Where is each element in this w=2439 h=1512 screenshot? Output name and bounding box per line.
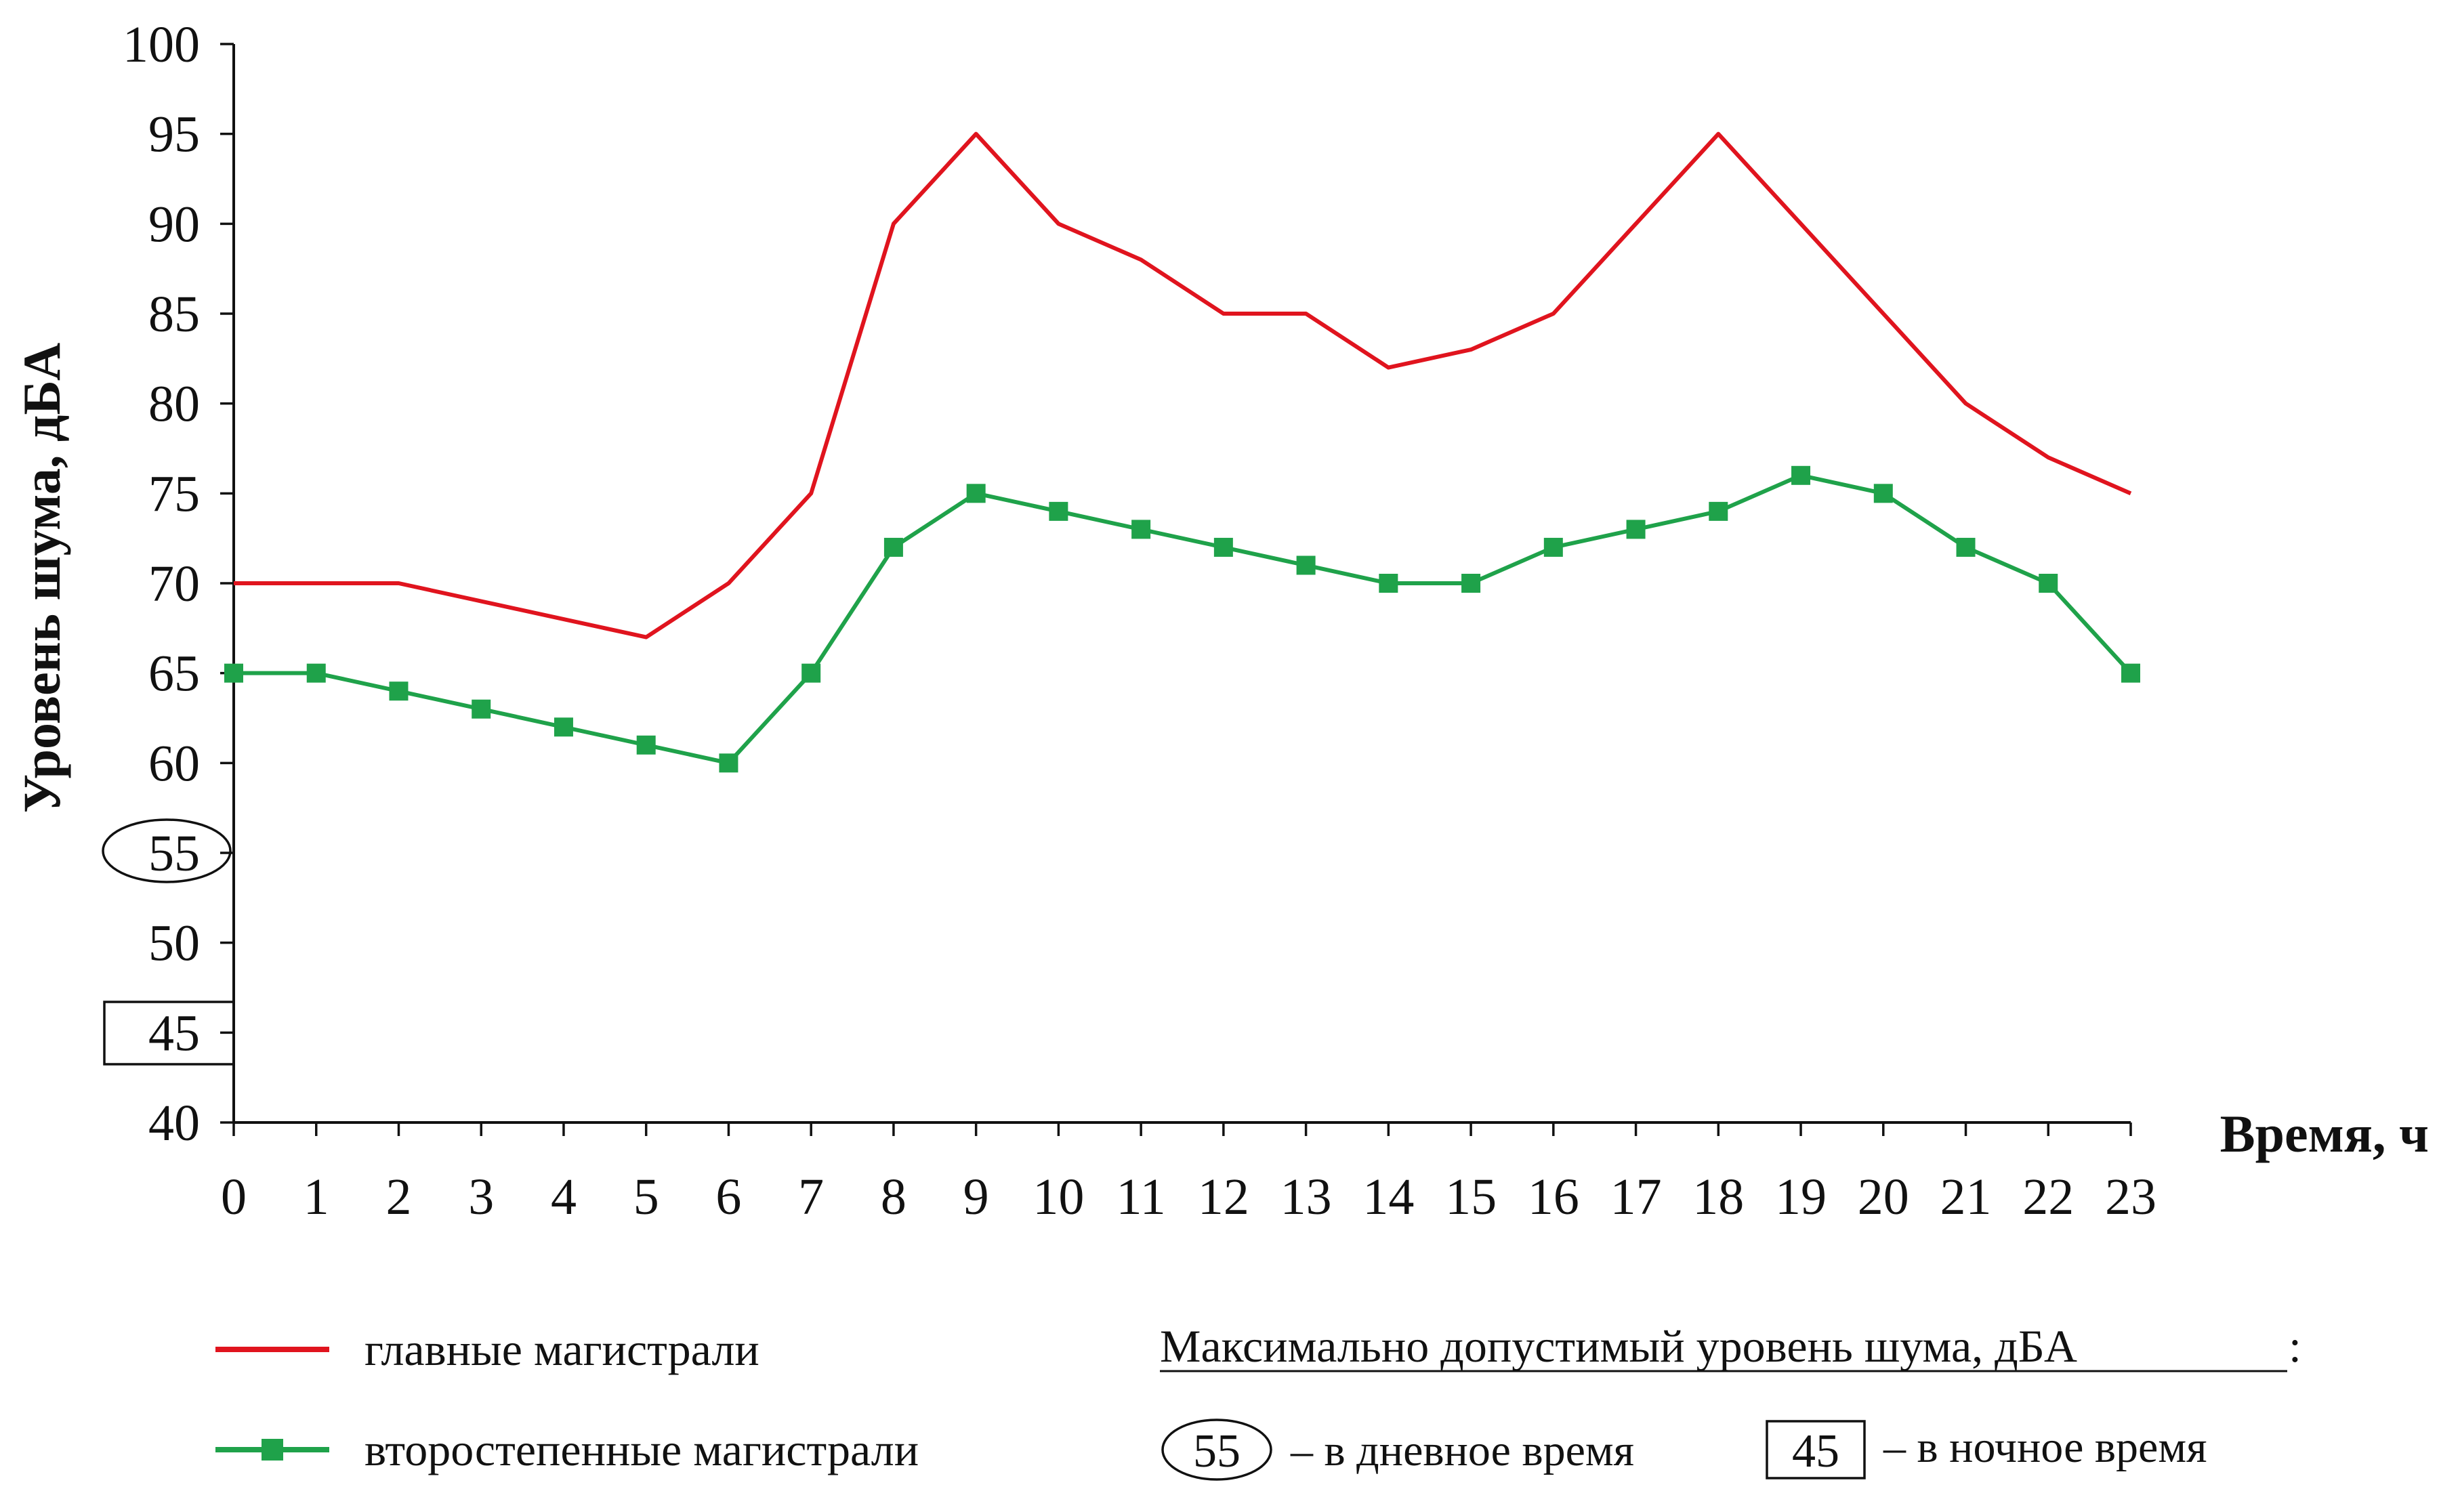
series-point	[719, 753, 738, 773]
y-axis-title: Уровень шума, дБА	[12, 343, 71, 813]
legend-night-marker	[1766, 1420, 1866, 1479]
limits-title-colon: :	[2289, 1320, 2301, 1372]
x-tick-label: 22	[2022, 1169, 2074, 1225]
x-tick-label: 14	[1362, 1169, 1414, 1225]
x-tick-label: 7	[798, 1169, 824, 1225]
x-tick-label: 0	[221, 1169, 247, 1225]
legend-night-label: – в ночное время	[1883, 1423, 2207, 1472]
x-axis-title: Время, ч	[2220, 1104, 2429, 1163]
x-ticks: 0 1 2 3 4 5 6 7 8 9 10 11 12 13 14 15 16 17 18 19 20 21 22 23	[221, 1122, 2156, 1225]
series-point	[2121, 663, 2140, 683]
y-tick-label: 80	[148, 376, 200, 433]
x-tick-label: 15	[1445, 1169, 1497, 1225]
x-tick-label: 19	[1775, 1169, 1827, 1225]
day-limit-marker	[102, 818, 232, 883]
x-tick-label: 18	[1692, 1169, 1744, 1225]
y-tick-label: 90	[148, 196, 200, 253]
y-tick-label: 65	[148, 646, 200, 702]
series-point	[801, 663, 821, 683]
series-point	[1131, 520, 1151, 539]
series-point	[1379, 574, 1398, 593]
series-point	[389, 681, 409, 701]
legend-day-value: 55	[1193, 1425, 1241, 1477]
legend-day-label: – в дневное время	[1290, 1426, 1634, 1475]
legend-night-value: 45	[1792, 1425, 1839, 1477]
series-point	[224, 663, 243, 683]
y-tick-label: 55	[148, 825, 200, 882]
night-limit-marker	[103, 1001, 235, 1066]
x-tick-label: 11	[1117, 1169, 1166, 1225]
legend-label-secondary: второстепенные магистрали	[364, 1424, 919, 1475]
series-point	[1873, 484, 1893, 503]
x-tick-label: 12	[1198, 1169, 1249, 1225]
x-tick-label: 2	[385, 1169, 411, 1225]
y-tick-label: 75	[148, 465, 200, 522]
series-point	[1626, 520, 1646, 539]
y-tick-label: 50	[148, 915, 200, 972]
x-tick-label: 3	[468, 1169, 494, 1225]
series-point	[1956, 537, 1976, 557]
x-tick-label: 9	[963, 1169, 989, 1225]
series-point	[2039, 574, 2058, 593]
x-tick-label: 1	[304, 1169, 329, 1225]
series-point	[1049, 501, 1068, 521]
y-ticks: 40 45 50 55 60 65 70 75 80 85 90 95 100	[123, 16, 234, 1152]
x-tick-label: 10	[1033, 1169, 1084, 1225]
series-point	[472, 699, 491, 719]
legend: главные магистрали второстепенные магист…	[215, 1320, 2301, 1481]
x-tick-label: 20	[1858, 1169, 1909, 1225]
series-point	[636, 735, 656, 755]
x-tick-label: 16	[1528, 1169, 1579, 1225]
x-tick-label: 17	[1610, 1169, 1662, 1225]
series-line-0	[234, 131, 2132, 639]
series-line-1	[234, 473, 2133, 765]
legend-swatch-secondary-marker	[262, 1439, 283, 1461]
y-tick-label: 85	[148, 286, 200, 343]
x-tick-label: 13	[1280, 1169, 1332, 1225]
y-tick-label: 95	[148, 106, 200, 163]
series-point	[554, 717, 573, 737]
series-point	[1791, 465, 1811, 485]
series-point	[1213, 537, 1233, 557]
limits-title: Максимально допустимый уровень шума, дБА	[1160, 1320, 2077, 1372]
x-tick-label: 4	[551, 1169, 577, 1225]
x-tick-label: 8	[881, 1169, 906, 1225]
series-layer	[224, 131, 2140, 773]
series-point	[966, 484, 986, 503]
series-point	[883, 537, 903, 557]
legend-day-marker	[1161, 1419, 1272, 1481]
y-tick-label: 40	[148, 1095, 200, 1152]
x-tick-label: 6	[715, 1169, 741, 1225]
y-tick-label: 60	[148, 735, 200, 792]
series-point	[1709, 501, 1728, 521]
x-tick-label: 21	[1940, 1169, 1992, 1225]
x-tick-label: 5	[633, 1169, 659, 1225]
legend-label-main: главные магистрали	[364, 1324, 759, 1375]
y-tick-label: 45	[148, 1005, 200, 1062]
y-tick-label: 100	[123, 16, 200, 73]
series-point	[1543, 537, 1563, 557]
series-point	[306, 663, 326, 683]
y-tick-label: 70	[148, 555, 200, 612]
series-point	[1461, 574, 1481, 593]
series-point	[1296, 555, 1316, 575]
x-tick-label: 23	[2105, 1169, 2156, 1225]
